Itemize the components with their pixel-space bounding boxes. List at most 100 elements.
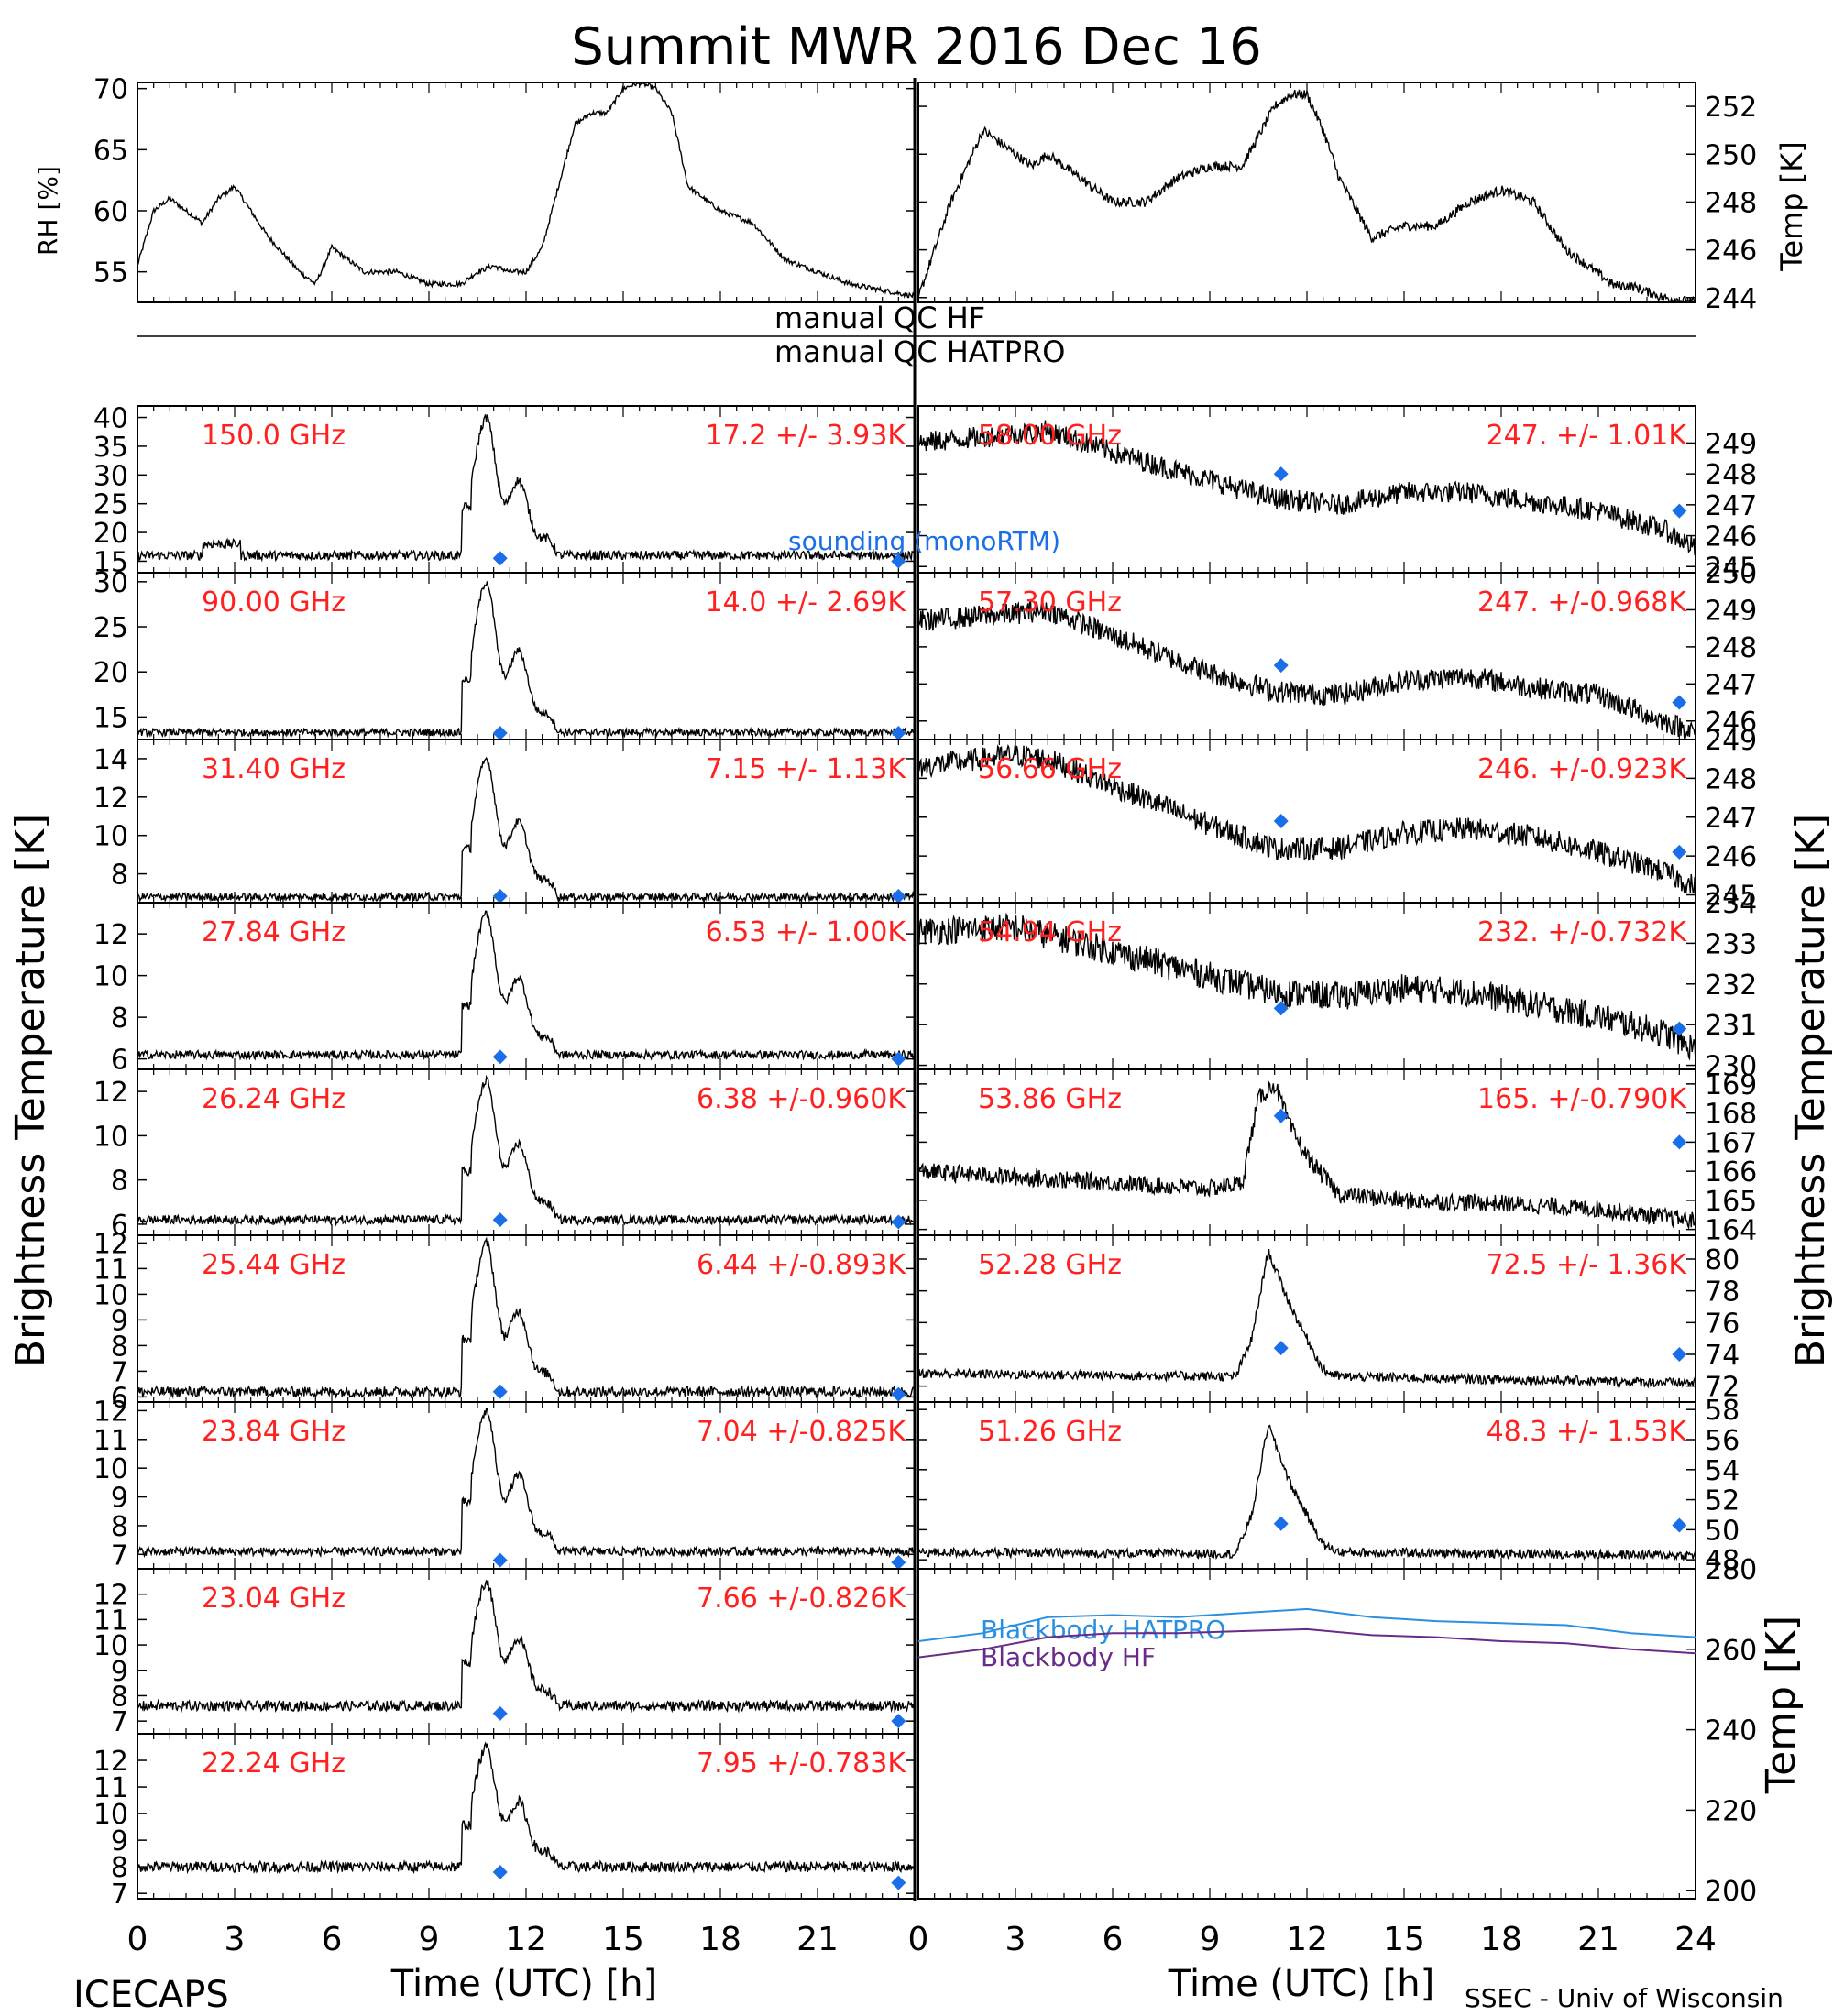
y-tick-label: 70 <box>93 74 128 106</box>
legend-entry: Blackbody HF <box>981 1642 1156 1672</box>
y-tick-label: 12 <box>93 783 128 815</box>
series-trace <box>917 1080 1696 1231</box>
sounding-point <box>492 1705 508 1721</box>
y-tick-label: 250 <box>1705 139 1757 171</box>
panel-ch-56.66: 245 246 247 248 249 56.66 GHz 246. +/-0.923K <box>917 725 1757 913</box>
y-tick-label: 248 <box>1705 459 1757 491</box>
x-tick-label: 18 <box>699 1921 741 1958</box>
channel-stats: 7.95 +/-0.783K <box>697 1748 906 1780</box>
y-tick-label: 74 <box>1705 1340 1740 1372</box>
y-tick-label: 7 <box>111 1539 128 1572</box>
series-line <box>917 1607 1696 1642</box>
y-tick-label: 8 <box>111 1852 128 1884</box>
y-tick-label: 240 <box>1705 1715 1757 1748</box>
y-tick-label: 169 <box>1705 1069 1757 1101</box>
y-tick-label: 8 <box>111 860 128 892</box>
y-tick-label: 246 <box>1705 841 1757 873</box>
x-tick-label: 6 <box>1103 1921 1124 1958</box>
x-tick-label: 15 <box>602 1921 644 1958</box>
y-tick-label: 11 <box>93 1605 128 1637</box>
x-tick-label: 24 <box>1674 1921 1717 1958</box>
channel-stats: 247. +/- 1.01K <box>1487 420 1688 452</box>
y-tick-label: 54 <box>1705 1455 1740 1487</box>
x-tick-label: 12 <box>505 1921 547 1958</box>
channel-label: 22.24 GHz <box>202 1748 346 1780</box>
y-tick-label: 58 <box>1705 1395 1740 1427</box>
y-tick-label: 30 <box>93 460 128 492</box>
panel-ch-26.24: 6 8 10 12 26.24 GHz 6.38 +/-0.960K <box>93 1068 916 1242</box>
rh-axis-title: RH [%] <box>33 166 63 256</box>
y-tick-label: 8 <box>111 1511 128 1543</box>
x-tick-label: 21 <box>1577 1921 1619 1958</box>
series-trace <box>137 581 916 739</box>
sounding-point <box>1273 814 1289 828</box>
left-axis-title: Brightness Temperature [K] <box>7 814 54 1367</box>
sounding-point <box>891 1214 906 1230</box>
y-tick-label: 231 <box>1705 1010 1757 1042</box>
y-tick-label: 280 <box>1705 1554 1757 1586</box>
y-tick-label: 60 <box>93 196 128 228</box>
sounding-point <box>492 551 508 566</box>
panel-ch-90: 15 20 25 30 90.00 GHz 14.0 +/- 2.69K <box>93 567 916 740</box>
x-tick-label: 9 <box>419 1921 440 1958</box>
channel-stats: 48.3 +/- 1.53K <box>1487 1416 1688 1448</box>
y-tick-label: 10 <box>93 961 128 993</box>
y-tick-label: 246 <box>1705 236 1757 268</box>
x-tick-label: 0 <box>908 1921 929 1958</box>
y-tick-label: 168 <box>1705 1099 1757 1131</box>
y-tick-label: 6 <box>111 1382 128 1414</box>
y-tick-label: 8 <box>111 1331 128 1363</box>
y-tick-label: 249 <box>1705 428 1757 460</box>
y-tick-label: 248 <box>1705 632 1757 664</box>
y-tick-label: 12 <box>93 1746 128 1778</box>
series-trace <box>917 1248 1696 1389</box>
sounding-point <box>492 1049 508 1065</box>
y-tick-label: 80 <box>1705 1244 1740 1276</box>
sounding-point <box>1273 1516 1289 1531</box>
y-tick-label: 72 <box>1705 1372 1740 1404</box>
y-tick-label: 52 <box>1705 1485 1740 1517</box>
channel-stats: 17.2 +/- 3.93K <box>706 420 907 452</box>
x-tick-label: 18 <box>1480 1921 1522 1958</box>
series-trace <box>137 910 916 1062</box>
series-trace <box>917 598 1696 740</box>
sounding-point <box>891 553 906 569</box>
sounding-point <box>492 1864 508 1879</box>
y-tick-label: 10 <box>93 1630 128 1662</box>
y-tick-label: 11 <box>93 1425 128 1457</box>
channel-stats: 6.53 +/- 1.00K <box>706 916 907 948</box>
y-tick-label: 78 <box>1705 1276 1740 1309</box>
legend-entry: Blackbody HATPRO <box>981 1615 1225 1645</box>
channel-label: 51.26 GHz <box>978 1416 1122 1448</box>
y-tick-label: 9 <box>111 1483 128 1515</box>
channel-label: 27.84 GHz <box>202 916 346 948</box>
x-axis-title-right: Time (UTC) [h] <box>1168 1963 1434 2005</box>
x-tick-label: 15 <box>1383 1921 1425 1958</box>
panel-ch-54.94: 230 231 232 233 234 54.94 GHz 232. +/-0.732K <box>917 888 1757 1083</box>
y-tick-label: 260 <box>1705 1635 1757 1667</box>
series-trace <box>917 912 1696 1063</box>
y-tick-label: 12 <box>93 1396 128 1428</box>
y-tick-label: 6 <box>111 1045 128 1077</box>
channel-label: 57.30 GHz <box>978 586 1122 619</box>
series-trace <box>137 1580 916 1714</box>
y-tick-label: 25 <box>93 612 128 644</box>
sounding-point <box>1273 466 1289 482</box>
sounding-point <box>492 889 508 904</box>
y-tick-label: 12 <box>93 1228 128 1260</box>
x-tick-label: 3 <box>1005 1921 1026 1958</box>
y-tick-label: 249 <box>1705 725 1757 757</box>
channel-stats: 6.38 +/-0.960K <box>697 1083 906 1115</box>
y-tick-label: 244 <box>1705 283 1757 315</box>
panels-group: 55606570244246248250252152025303540150.0… <box>93 74 1757 1912</box>
sounding-point <box>1273 1001 1289 1016</box>
y-tick-label: 7 <box>111 1706 128 1738</box>
y-tick-label: 246 <box>1705 707 1757 739</box>
y-tick-label: 65 <box>93 135 128 167</box>
qc-hf-label: manual QC HF <box>774 301 985 335</box>
y-tick-label: 245 <box>1705 552 1757 584</box>
